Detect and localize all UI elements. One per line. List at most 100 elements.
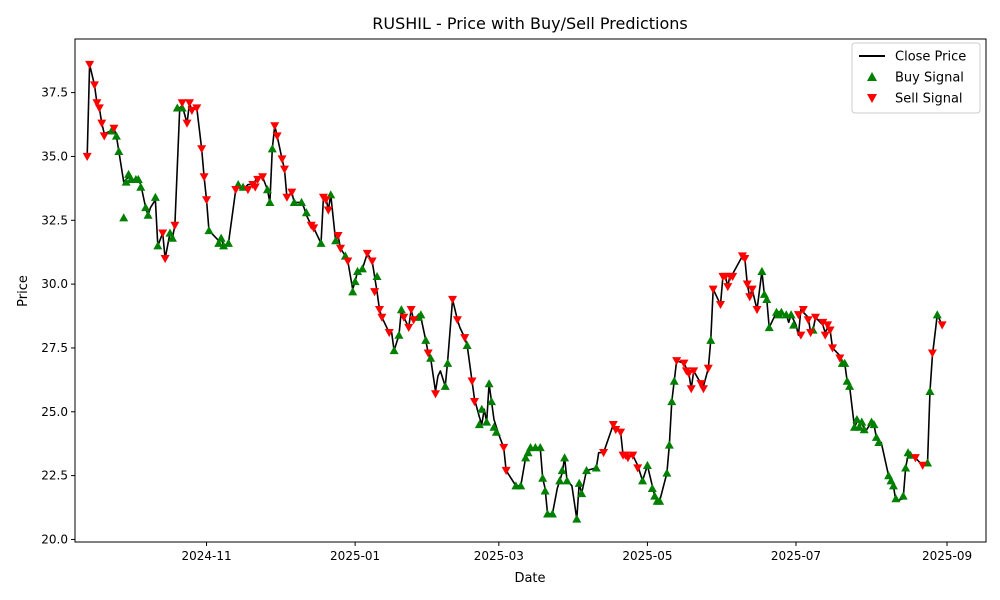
sell-signal-marker — [160, 254, 170, 264]
sell-signal-marker — [927, 349, 937, 358]
sell-signal-marker — [686, 385, 696, 394]
sell-signal-marker — [99, 132, 109, 141]
sell-signal-marker — [370, 288, 380, 297]
sell-signal-marker — [362, 249, 372, 258]
buy-signal-marker — [591, 463, 601, 472]
sell-signal-marker — [684, 369, 694, 378]
sell-signal-marker — [703, 364, 713, 373]
sell-signal-marker — [715, 300, 725, 310]
sell-signal-marker — [611, 426, 621, 435]
sell-signal-marker — [623, 454, 633, 463]
x-axis-label: Date — [514, 571, 545, 586]
legend-box — [851, 42, 981, 114]
buy-signal-marker — [540, 486, 550, 495]
buy-signal-marker — [577, 488, 587, 498]
buy-signal-marker — [204, 225, 214, 235]
sell-signal-marker — [406, 306, 416, 315]
buy-signal-marker — [560, 453, 570, 462]
sell-signal-marker — [277, 155, 287, 164]
buy-signal-marker — [143, 210, 153, 219]
buy-signal-marker — [547, 509, 557, 518]
buy-signal-marker — [572, 514, 582, 523]
buy-signal-marker — [925, 386, 935, 395]
x-tick-label: 2025-01 — [330, 549, 380, 563]
sell-signal-marker — [282, 193, 292, 202]
buy-signal-marker — [487, 397, 497, 406]
buy-signal-marker — [440, 381, 450, 390]
buy-signal-marker — [901, 463, 911, 472]
sell-signal-marker — [321, 196, 331, 205]
buy-signal-marker — [484, 379, 494, 388]
buy-signal-marker — [177, 103, 187, 112]
buy-signal-marker — [555, 476, 565, 485]
sell-signal-marker — [250, 183, 260, 192]
chart-title: RUSHIL - Price with Buy/Sell Predictions — [372, 14, 688, 33]
buy-signal-marker — [516, 481, 526, 490]
sell-signal-marker — [231, 186, 241, 195]
y-tick-label: 32.5 — [41, 213, 68, 227]
legend-entry: Buy Signal — [867, 71, 964, 86]
sell-signal-marker — [798, 306, 808, 315]
buy-signal-marker — [538, 473, 548, 482]
buy-signal-marker — [874, 437, 884, 447]
sell-signal-marker — [793, 311, 803, 320]
sell-signal-marker — [336, 244, 346, 253]
sell-signal-marker — [708, 285, 718, 294]
legend-marker-swatch — [867, 72, 877, 81]
sell-signal-marker — [828, 344, 838, 353]
buy-signal-marker — [153, 241, 163, 250]
sell-signal-marker — [199, 173, 209, 182]
buy-signal-marker — [888, 481, 898, 490]
buy-signal-marker — [262, 185, 272, 194]
buy-signal-marker — [133, 174, 143, 184]
x-tick-label: 2025-07 — [771, 549, 821, 563]
sell-signal-marker — [803, 316, 813, 325]
legend: Close Price Buy Signal Sell Signal — [851, 42, 981, 114]
buy-signal-marker — [353, 266, 363, 275]
legend-entry: Sell Signal — [867, 92, 963, 107]
buy-signal-marker — [462, 340, 472, 349]
legend-entry: Close Price — [859, 50, 966, 65]
y-tick-label: 25.0 — [41, 405, 68, 419]
buy-signal-marker — [267, 144, 277, 153]
x-tick-label: 2025-03 — [474, 549, 524, 563]
buy-signal-marker — [421, 335, 431, 344]
legend-label: Close Price — [895, 50, 966, 65]
buy-signal-marker — [150, 192, 160, 201]
sell-signal-marker — [599, 449, 609, 458]
buy-signal-marker — [891, 494, 901, 503]
buy-signal-marker — [396, 305, 406, 314]
close-price-line — [86, 63, 943, 520]
sell-signal-marker — [243, 186, 253, 195]
buy-signal-marker — [301, 208, 311, 217]
buy-signal-marker — [642, 460, 652, 470]
buy-signal-marker — [416, 310, 426, 319]
buy-signal-marker — [557, 466, 567, 475]
sell-signal-marker — [109, 124, 119, 133]
sell-signal-marker — [343, 257, 353, 266]
sell-signal-marker — [384, 329, 394, 338]
buy-signal-marker — [523, 448, 533, 457]
buy-signal-marker — [664, 440, 674, 449]
sell-signal-marker — [460, 334, 470, 343]
y-axis-label: Price — [16, 275, 31, 307]
sell-signal-marker — [333, 232, 343, 241]
buy-signal-marker — [662, 468, 672, 477]
sell-signal-marker — [409, 316, 419, 325]
sell-signal-marker — [92, 99, 102, 108]
sell-signal-marker — [170, 221, 180, 230]
sell-signal-marker — [937, 321, 947, 330]
sell-signal-marker — [616, 428, 626, 437]
buy-signal-marker — [857, 417, 867, 426]
sell-signal-marker — [810, 313, 820, 322]
y-tick-label: 35.0 — [41, 149, 68, 163]
buy-signal-marker — [845, 381, 855, 390]
legend-label: Buy Signal — [895, 71, 964, 86]
buy-signal-marker — [477, 404, 487, 413]
buy-signal-marker — [265, 197, 275, 207]
sell-signal-marker — [404, 323, 414, 333]
buy-signal-marker — [216, 233, 226, 242]
buy-signal-marker — [121, 177, 131, 186]
sell-signal-marker — [910, 454, 920, 463]
